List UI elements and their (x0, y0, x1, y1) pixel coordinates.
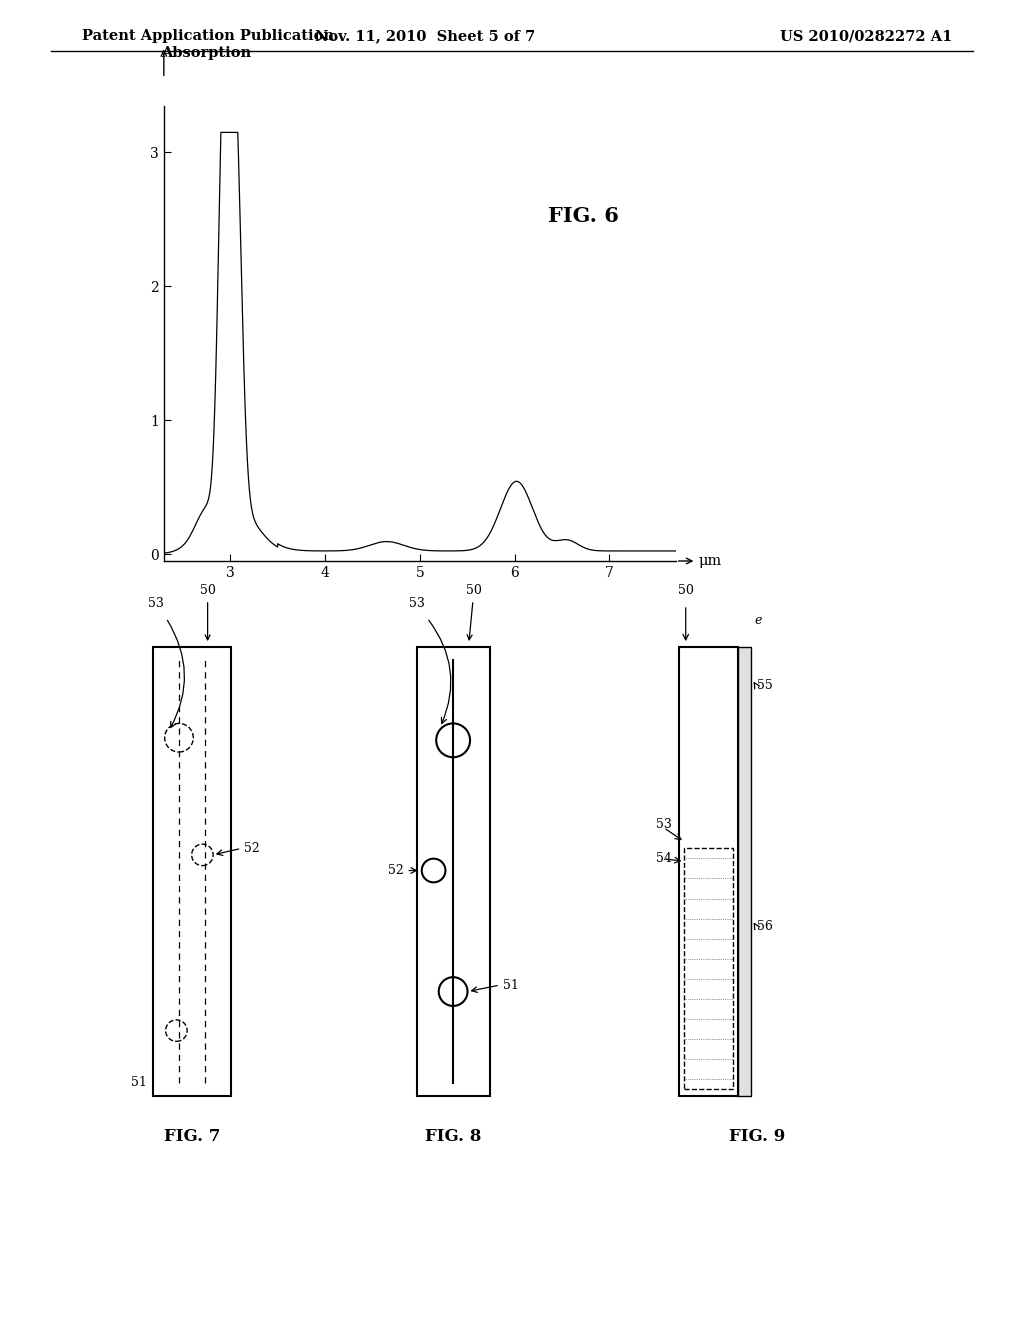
Text: 53: 53 (655, 818, 672, 832)
Text: Nov. 11, 2010  Sheet 5 of 7: Nov. 11, 2010 Sheet 5 of 7 (314, 29, 536, 44)
Text: FIG. 8: FIG. 8 (425, 1129, 481, 1146)
Text: 54: 54 (655, 853, 672, 866)
Text: 50: 50 (200, 585, 216, 640)
Text: 51: 51 (131, 1076, 146, 1089)
Text: 52: 52 (244, 842, 260, 855)
Text: 53: 53 (409, 597, 425, 610)
Text: e: e (755, 614, 762, 627)
Text: 53: 53 (147, 597, 164, 610)
Text: Patent Application Publication: Patent Application Publication (82, 29, 334, 44)
Text: FIG. 7: FIG. 7 (164, 1129, 220, 1146)
Text: US 2010/0282272 A1: US 2010/0282272 A1 (780, 29, 952, 44)
Text: 51: 51 (503, 978, 518, 991)
Bar (679, 647, 738, 1096)
Bar (417, 647, 489, 1096)
Text: FIG. 9: FIG. 9 (729, 1129, 785, 1146)
Text: μm: μm (698, 554, 722, 568)
Bar (738, 647, 751, 1096)
Text: FIG. 6: FIG. 6 (548, 206, 618, 226)
Text: 50: 50 (678, 585, 693, 597)
Text: 52: 52 (388, 865, 403, 876)
Text: Absorption: Absorption (162, 46, 252, 61)
Ellipse shape (436, 723, 470, 758)
Ellipse shape (438, 977, 468, 1006)
Text: 55: 55 (758, 680, 773, 692)
Text: 50: 50 (466, 585, 482, 640)
Bar (684, 849, 732, 1089)
Ellipse shape (422, 858, 445, 882)
Text: 56: 56 (758, 920, 773, 933)
Bar (153, 647, 231, 1096)
